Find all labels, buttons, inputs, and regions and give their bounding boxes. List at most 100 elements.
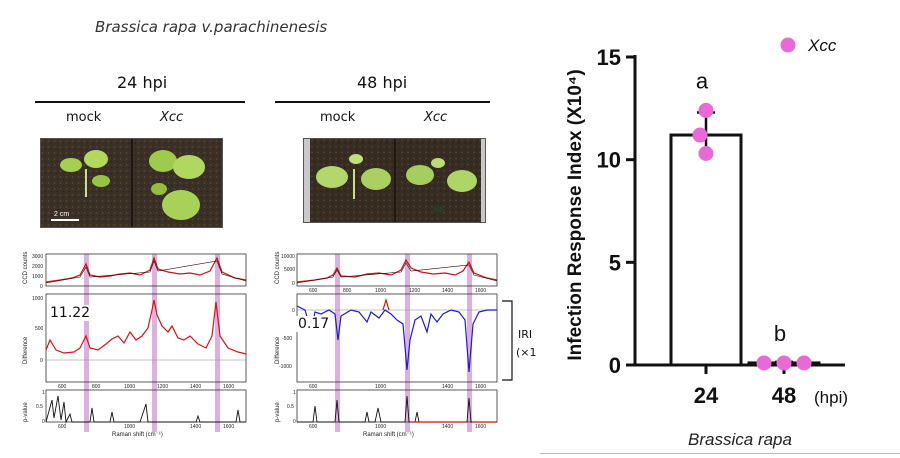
- tick-label: 1000: [375, 384, 386, 390]
- tick-label: 500: [35, 326, 44, 332]
- tick-label: 0: [292, 281, 295, 287]
- raman-panel-24: CCD counts Difference p-value 3000 2000 …: [23, 252, 247, 438]
- difference-line: [296, 305, 497, 373]
- x-tick-label: 24: [694, 383, 719, 408]
- tick-label: 800: [92, 384, 101, 390]
- scale-label: 2 cm: [54, 211, 69, 218]
- mean-spectrum-line: [296, 258, 498, 283]
- tick-label: 0: [40, 358, 43, 364]
- y-tick-label: 0: [609, 353, 621, 378]
- data-point: [756, 355, 772, 371]
- xcc-label-24: Xcc: [160, 110, 184, 125]
- tick-label: 1400: [190, 384, 201, 390]
- difference-subplot-frame: [296, 293, 498, 383]
- tick-label: 600: [309, 384, 318, 390]
- tick-label: 1400: [442, 424, 453, 430]
- tick-label: 1600: [223, 384, 234, 390]
- irI-value-24: 11.22: [48, 305, 93, 321]
- ccd-dark-line: [45, 260, 247, 284]
- y-axis-title: Infection Response Index (X10⁴): [565, 69, 586, 360]
- data-point: [698, 102, 714, 118]
- tick-label: 3000: [32, 254, 43, 260]
- pvalue-line: [45, 395, 246, 424]
- tick-label: 1000: [32, 274, 43, 280]
- significance-label: a: [696, 68, 709, 93]
- tick-label: 1200: [409, 288, 420, 294]
- tick-label: 1600: [475, 288, 486, 294]
- iri-bracket: [502, 300, 513, 381]
- pvalue-subplot-frame: [45, 389, 247, 423]
- x-axis-title: Brassica rapa: [688, 430, 792, 449]
- tick-label: 1600: [475, 384, 486, 390]
- band-highlight: [215, 254, 220, 432]
- tick-label: 10000: [281, 254, 295, 260]
- mock-seedling-48: [316, 154, 391, 199]
- x-tick-label: 48: [772, 383, 796, 408]
- tick-label: 2000: [32, 264, 43, 270]
- band-highlight: [335, 254, 340, 432]
- tick-label: 1: [293, 390, 296, 396]
- xcc-label-48: Xcc: [424, 110, 448, 125]
- tick-label: 0: [40, 284, 43, 290]
- mock-label-48: mock: [320, 110, 356, 125]
- difference-axis-title: Difference: [275, 336, 281, 364]
- tick-label: 1400: [190, 424, 201, 430]
- ccd-axis-title: CCD counts: [23, 252, 29, 284]
- tick-label: 1000: [375, 424, 386, 430]
- tick-label: 600: [309, 424, 318, 430]
- data-point: [692, 127, 708, 143]
- y-tick-label: 10: [597, 148, 621, 173]
- ccd-subplot-frame: [45, 253, 247, 287]
- time-label-24: 24 hpi: [117, 73, 168, 92]
- mock-label-24: mock: [66, 110, 102, 125]
- tick-label: 1000: [375, 288, 386, 294]
- iri-label: IRI: [518, 328, 533, 341]
- pvalue-axis-title: p-value: [275, 402, 281, 422]
- difference-axis-title: Difference: [23, 336, 29, 364]
- bar-24: [669, 133, 743, 367]
- data-point: [796, 355, 812, 371]
- band-highlight: [405, 254, 410, 432]
- band-highlight: [467, 254, 472, 432]
- tick-label: 1000: [124, 384, 135, 390]
- raman-panel-48: CCD counts Difference p-value 10000 5000…: [275, 252, 498, 438]
- ccd-axis-title: CCD counts: [275, 252, 281, 284]
- x-axis-title: Raman shift (cm⁻¹): [112, 432, 163, 438]
- tick-label: 1600: [223, 424, 234, 430]
- x-axis-unit: (hpi): [814, 388, 848, 407]
- bottom-divider: [540, 453, 900, 454]
- legend-label: Xcc: [807, 36, 837, 55]
- tick-label: 0.5: [36, 404, 43, 410]
- band-highlight: [84, 254, 89, 432]
- tick-label: -500: [282, 336, 292, 342]
- plant-photo-48: [303, 138, 486, 223]
- tick-label: 0: [42, 419, 45, 425]
- tick-label: 600: [309, 288, 318, 294]
- ccd-dark-line: [296, 262, 498, 284]
- xcc-seedling-48: [406, 158, 477, 213]
- significance-label: b: [774, 321, 786, 346]
- tick-label: 600: [58, 384, 67, 390]
- tick-label: 1000: [32, 296, 43, 302]
- tick-label: 800: [343, 288, 352, 294]
- band-highlight: [152, 254, 157, 432]
- tick-label: 5000: [284, 267, 295, 273]
- legend-marker: [780, 37, 796, 53]
- xcc-seedling-24: [149, 150, 205, 220]
- difference-positive-blip: [382, 297, 390, 311]
- infection-response-chart: 0 5 10 15 a 24 b 48 Infection Response Index (X…: [565, 36, 848, 449]
- tick-label: 1200: [157, 384, 168, 390]
- plant-photo-24: 2 cm: [40, 138, 223, 228]
- irI-value-48: 0.17: [296, 316, 332, 332]
- iri-unit-label: (×1: [516, 346, 537, 359]
- tick-label: 1600: [475, 424, 486, 430]
- tick-label: 0.5: [287, 404, 294, 410]
- x-axis-title: Raman shift (cm⁻¹): [363, 432, 414, 438]
- time-label-48: 48 hpi: [357, 73, 408, 92]
- mean-spectrum-line: [45, 256, 247, 283]
- tick-label: 600: [58, 424, 67, 430]
- y-tick-label: 15: [597, 45, 621, 70]
- difference-subplot-frame: [45, 293, 247, 383]
- species-title: Brassica rapa v.parachinenesis: [95, 18, 328, 36]
- data-point: [776, 355, 792, 371]
